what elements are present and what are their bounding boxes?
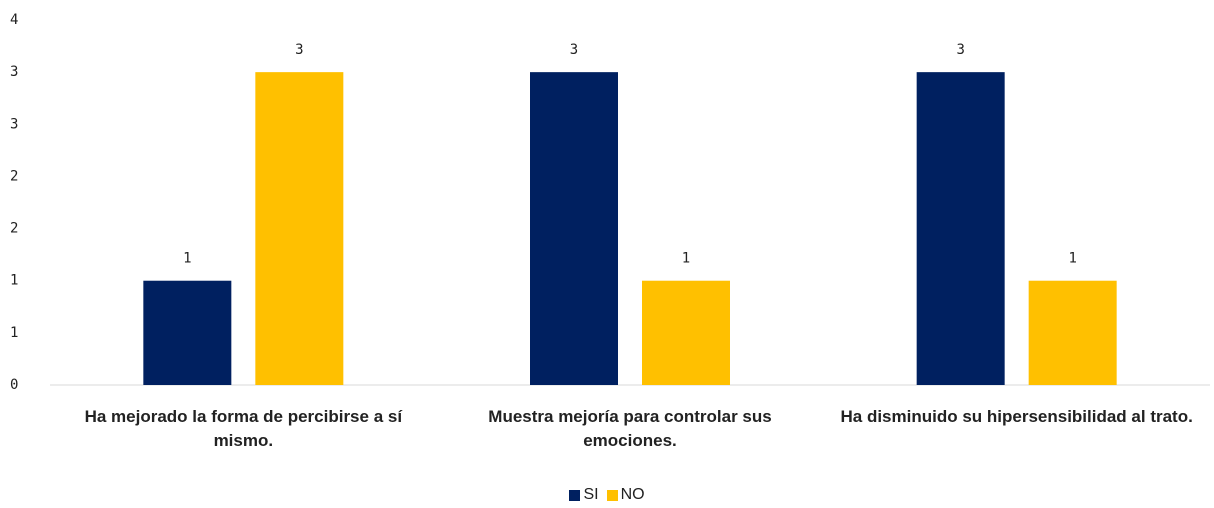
legend-item: NO — [606, 486, 645, 504]
x-tick-label: Ha disminuido su hipersensibilidad al tr… — [840, 407, 1193, 426]
x-tick-label: Ha mejorado la forma de percibirse a sí … — [84, 407, 403, 450]
data-label: 3 — [956, 42, 964, 58]
legend: SI NO — [0, 486, 1214, 504]
y-tick-label: 2 — [10, 221, 18, 237]
y-tick-label: 3 — [10, 116, 18, 132]
data-label: 3 — [570, 42, 578, 58]
chart: 0 1 1 2 2 3 3 4 1 3 3 1 3 1 — [10, 12, 1210, 393]
bar — [916, 72, 1005, 386]
data-label: 1 — [1068, 251, 1076, 267]
legend-item: SI — [569, 486, 599, 504]
data-label: 3 — [295, 42, 303, 58]
data-label: 1 — [682, 251, 690, 267]
bar — [642, 280, 730, 385]
y-tick-label: 4 — [10, 12, 18, 28]
legend-label: SI — [583, 486, 599, 503]
y-tick-label: 2 — [10, 168, 18, 184]
y-tick-label: 1 — [10, 273, 18, 289]
x-tick-label: Muestra mejoría para controlar sus emoci… — [488, 407, 772, 450]
legend-label: NO — [620, 486, 645, 503]
data-label: 1 — [183, 251, 191, 267]
y-tick-label: 1 — [10, 325, 18, 341]
y-tick-label: 0 — [10, 377, 18, 393]
legend-swatch — [606, 489, 618, 501]
bar — [143, 280, 232, 385]
bar — [530, 72, 618, 386]
bar — [255, 72, 344, 386]
y-tick-label: 3 — [10, 64, 18, 80]
bar — [1028, 280, 1117, 385]
legend-swatch — [569, 489, 581, 501]
